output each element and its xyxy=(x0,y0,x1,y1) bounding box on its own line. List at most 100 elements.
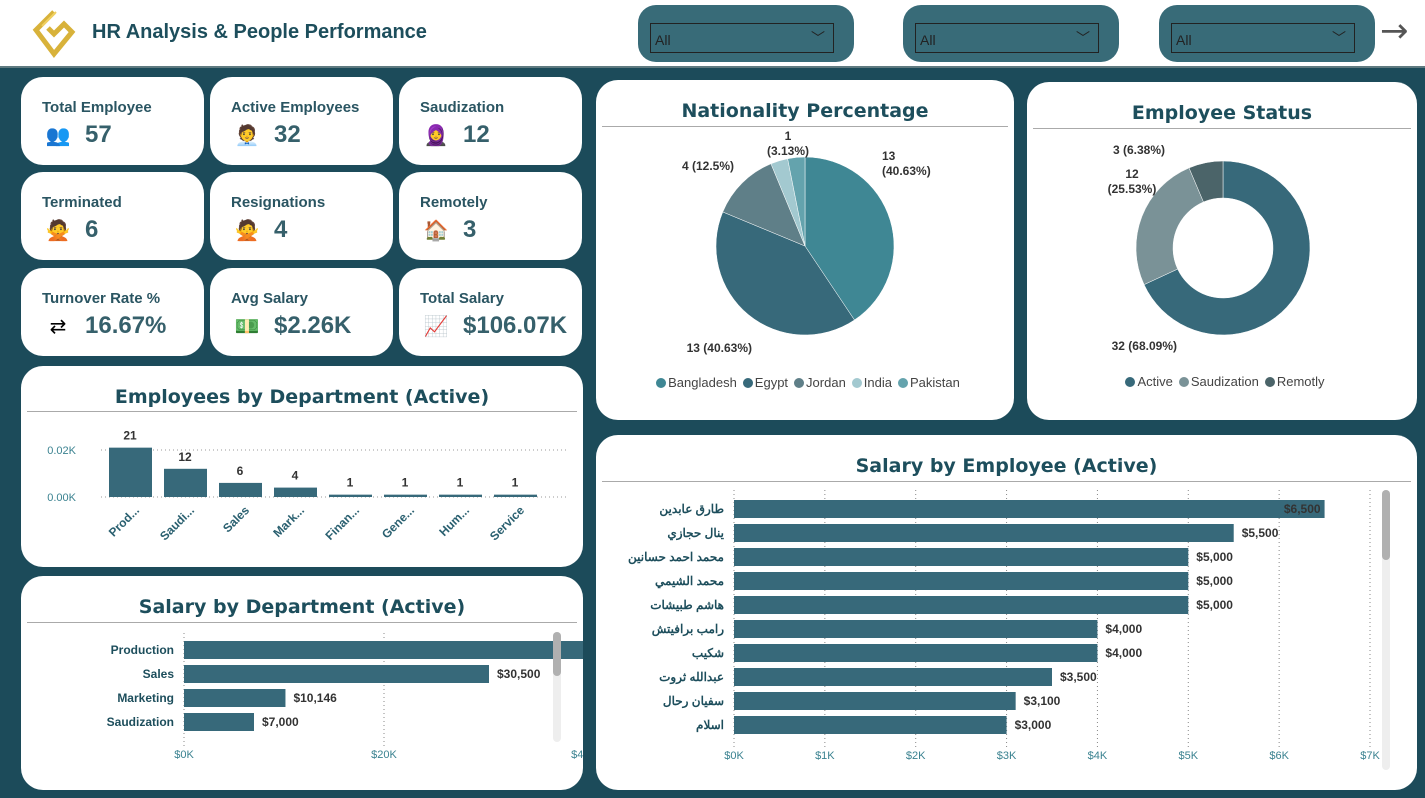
y-tick-label: 0.00K xyxy=(47,492,76,504)
kpi-row: ⇄ 16.67% xyxy=(43,310,167,342)
data-label: 13 (40.63%) xyxy=(882,149,931,178)
kpi-row: 👥 57 xyxy=(43,119,112,151)
bar xyxy=(184,713,254,731)
chart-title: Salary by Employee (Active) xyxy=(855,455,1158,477)
data-label: 1 xyxy=(512,476,519,490)
bar xyxy=(109,447,152,497)
legend-item[interactable]: Egypt xyxy=(754,375,789,390)
scrollbar[interactable] xyxy=(553,632,561,742)
data-label: 1 xyxy=(402,476,409,490)
legend-item[interactable]: Remotly xyxy=(1276,374,1325,389)
kpi-label: Total Employee xyxy=(42,99,152,116)
x-tick-label: Prod... xyxy=(106,503,142,539)
turnover-icon: ⇄ xyxy=(49,314,67,338)
filter-dropdown-2[interactable]: All ﹀ xyxy=(915,23,1099,53)
header: HR Analysis & People Performance All ﹀ Al… xyxy=(0,0,1425,68)
x-tick-label: $40K xyxy=(571,749,583,761)
employee-status-card: Employee Status 32 (68.09%) 12 (25.53%) 3 (… xyxy=(1027,82,1417,420)
data-label: 1 xyxy=(347,476,354,490)
chart-title: Employees by Department (Active) xyxy=(114,386,490,408)
kpi-row: 💵 $2.26K xyxy=(232,310,352,342)
kpi-row: 🏠 3 xyxy=(421,214,477,246)
home-office-icon: 🏠 xyxy=(423,218,449,242)
filter-slicer-2[interactable]: All ﹀ xyxy=(903,5,1119,62)
chevron-down-icon: ﹀ xyxy=(811,30,825,46)
terminated-user-icon: 🙅 xyxy=(45,218,71,242)
bar xyxy=(329,494,372,497)
kpi-card-terminated: Terminated 🙅 6 xyxy=(21,172,204,260)
legend-item[interactable]: India xyxy=(863,375,892,390)
divider xyxy=(602,126,1008,127)
legend-item[interactable]: Jordan xyxy=(806,375,846,390)
legend: Active Saudization Remotly xyxy=(1027,374,1417,389)
legend-dot xyxy=(656,378,667,388)
data-label: 13 (40.63%) xyxy=(687,341,752,355)
salary-by-department-card: Salary by Department (Active) $0K $20K $40… xyxy=(21,576,583,790)
kpi-value: 4 xyxy=(274,216,288,243)
scrollbar[interactable] xyxy=(1382,490,1390,770)
kpi-label: Resignations xyxy=(231,194,326,211)
nationality-card: Nationality Percentage 13 (40.63%) 13 (40.… xyxy=(596,80,1014,420)
salary-by-department-chart: $0K$20K$40KProduction$48,375Sales$30,500… xyxy=(107,633,583,761)
dropdown-value: All xyxy=(1176,32,1192,48)
scrollbar-thumb[interactable] xyxy=(553,632,561,676)
bar xyxy=(184,689,286,707)
x-tick-label: $3K xyxy=(997,750,1017,762)
employees-by-department-card: Employees by Department (Active) 0.00K 0.… xyxy=(21,366,583,567)
pie-slice xyxy=(787,156,806,247)
category-label: محمد احمد حسانين xyxy=(628,550,724,565)
kpi-label: Total Salary xyxy=(420,290,504,307)
filter-dropdown-3[interactable]: All ﹀ xyxy=(1171,23,1355,53)
x-tick-label: $7K xyxy=(1360,750,1380,762)
logo xyxy=(32,10,76,59)
legend-item[interactable]: Active xyxy=(1137,374,1173,389)
pie-slice xyxy=(715,211,855,336)
category-label: طارق عابدين xyxy=(659,502,724,517)
kpi-card-avg-salary: Avg Salary 💵 $2.26K xyxy=(210,268,393,356)
dropdown-value: All xyxy=(655,32,671,48)
kpi-value: 3 xyxy=(463,216,477,243)
kpi-value: $2.26K xyxy=(274,312,352,339)
arrow-right-icon[interactable]: → xyxy=(1380,11,1409,51)
kpi-card-resignations: Resignations 🙅 4 xyxy=(210,172,393,260)
data-label: 1 (3.13%) xyxy=(767,129,809,158)
kpi-row: 🙅 6 xyxy=(43,214,99,246)
salary-by-employee-chart: $0K $1K $2K $3K $4K $5K $6K $7K طارق عابدين $6,50… xyxy=(628,490,1380,762)
filter-dropdown-1[interactable]: All ﹀ xyxy=(650,23,834,53)
data-label: $3,000 xyxy=(1015,718,1052,732)
category-label: سفيان رحال xyxy=(663,694,724,709)
scrollbar-thumb[interactable] xyxy=(1382,490,1390,560)
filter-slicer-3[interactable]: All ﹀ xyxy=(1159,5,1375,62)
bar xyxy=(734,716,1007,734)
x-tick-label: $4K xyxy=(1088,750,1108,762)
bar xyxy=(734,524,1234,542)
category-label: Sales xyxy=(143,667,175,681)
chart-title: Nationality Percentage xyxy=(681,100,929,122)
kpi-label: Active Employees xyxy=(231,99,360,116)
x-tick-label: $2K xyxy=(906,750,926,762)
kpi-value: 6 xyxy=(85,216,99,243)
data-label: $3,100 xyxy=(1024,694,1061,708)
x-tick-label: Hum... xyxy=(436,503,472,539)
employees-by-department-chart: 0.00K 0.02K 21 Prod... 12 Saudi... 6 Sales 4 Mark… xyxy=(47,429,566,543)
bar xyxy=(274,487,317,497)
x-tick-label: Mark... xyxy=(270,503,307,540)
legend-item[interactable]: Saudization xyxy=(1190,374,1259,389)
x-tick-label: $0K xyxy=(174,749,194,761)
legend-dot xyxy=(1125,377,1136,387)
data-label: $5,500 xyxy=(1242,526,1279,540)
x-tick-label: Saudi... xyxy=(157,503,197,543)
legend-item[interactable]: Pakistan xyxy=(910,375,960,390)
x-tick-label: $0K xyxy=(724,750,744,762)
legend-item[interactable]: Bangladesh xyxy=(668,375,737,390)
data-label: $7,000 xyxy=(262,715,299,729)
growth-coins-icon: 📈 xyxy=(423,314,449,338)
category-label: Saudization xyxy=(107,715,174,729)
category-label: ينال حجازي xyxy=(667,526,724,541)
filter-slicer-1[interactable]: All ﹀ xyxy=(638,5,854,62)
nationality-pie-chart: 13 (40.63%) 13 (40.63%) 4 (12.5%) 1 (3.13%) xyxy=(682,129,931,355)
kpi-value: 12 xyxy=(463,121,490,148)
bar xyxy=(734,500,1325,518)
kpi-card-remotely: Remotely 🏠 3 xyxy=(399,172,582,260)
data-label: $4,000 xyxy=(1105,646,1142,660)
